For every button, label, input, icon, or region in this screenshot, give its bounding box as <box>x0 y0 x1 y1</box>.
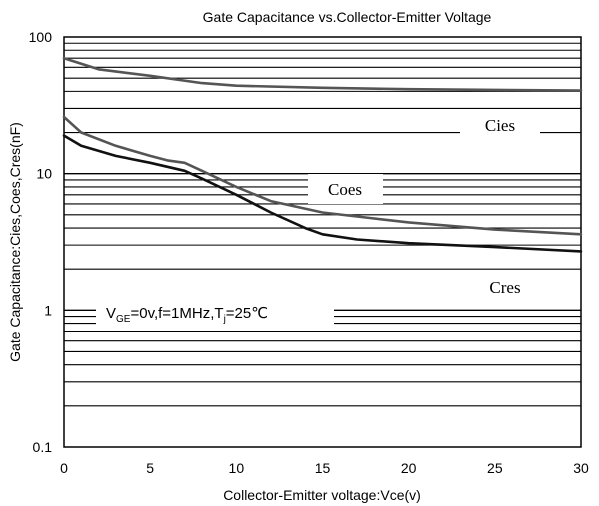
x-tick-label: 25 <box>487 460 503 476</box>
series-label-cres: Cres <box>489 278 520 297</box>
condition-annotation: VGE=0v,f=1MHz,Tj=25℃ <box>106 305 268 325</box>
series-label-coes: Coes <box>328 180 362 199</box>
y-tick-label: 1 <box>44 302 52 318</box>
condition-subscript2: j <box>223 314 226 325</box>
x-tick-label: 30 <box>573 460 589 476</box>
condition-prefix: V <box>106 305 116 322</box>
series-line-coes <box>62 115 583 236</box>
x-tick-label: 15 <box>315 460 331 476</box>
x-tick-label: 10 <box>229 460 245 476</box>
x-tick-label: 0 <box>60 460 68 476</box>
x-tick-label: 5 <box>146 460 154 476</box>
y-tick-label: 100 <box>29 29 53 45</box>
tick-labels: 0 5 10 15 20 25 30 0.1 1 10 100 <box>29 29 589 476</box>
y-tick-label: 10 <box>36 166 52 182</box>
series <box>62 56 583 253</box>
condition-subscript: GE <box>116 314 131 325</box>
grid <box>64 42 581 407</box>
y-tick-label: 0.1 <box>33 439 53 455</box>
condition-suffix: =25℃ <box>226 305 268 322</box>
condition-mid: =0v,f=1MHz,T <box>130 305 223 322</box>
series-line-cres <box>62 134 583 253</box>
y-axis-label: Gate Capacitance:Cies,Coes,Cres(nF) <box>7 122 23 362</box>
series-label-cies: Cies <box>485 116 515 135</box>
chart-title: Gate Capacitance vs.Collector-Emitter Vo… <box>203 9 492 25</box>
label-masks <box>96 110 545 330</box>
series-line-cies <box>62 56 583 92</box>
x-axis-label: Collector-Emitter voltage:Vce(v) <box>223 487 421 503</box>
x-tick-label: 20 <box>401 460 417 476</box>
coes-label-mask <box>308 174 383 204</box>
plot-frame <box>63 36 582 448</box>
condition-mask <box>96 294 334 330</box>
cres-label-mask <box>465 272 545 302</box>
cies-label-mask <box>460 110 540 140</box>
